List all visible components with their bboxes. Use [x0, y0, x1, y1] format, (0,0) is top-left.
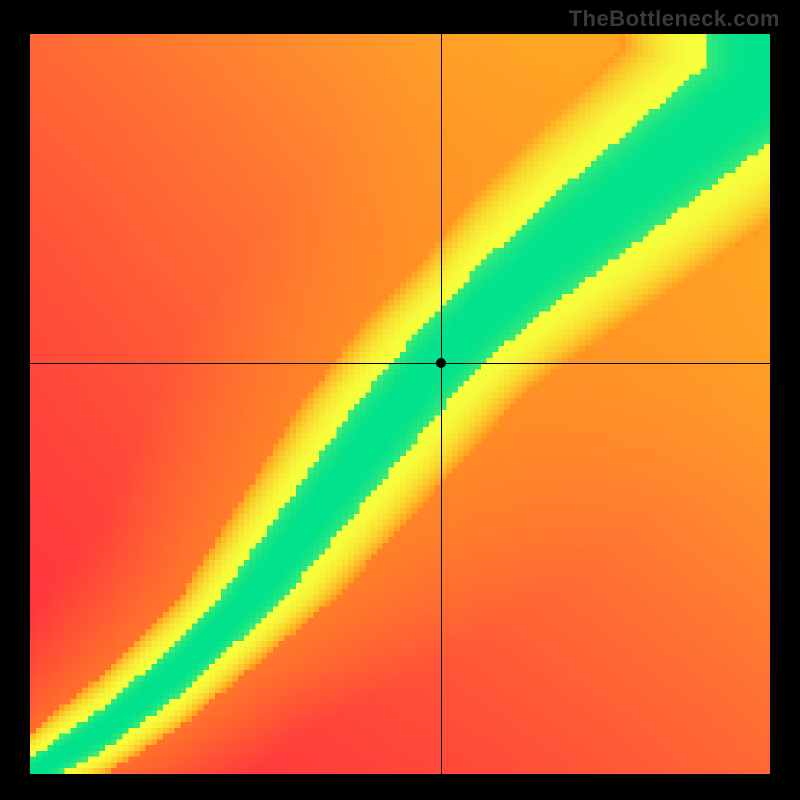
crosshair-horizontal: [30, 363, 770, 364]
heatmap-plot: [30, 34, 770, 774]
crosshair-marker: [436, 358, 446, 368]
watermark-text: TheBottleneck.com: [569, 6, 780, 32]
crosshair-vertical: [441, 34, 442, 774]
heatmap-canvas: [30, 34, 770, 774]
